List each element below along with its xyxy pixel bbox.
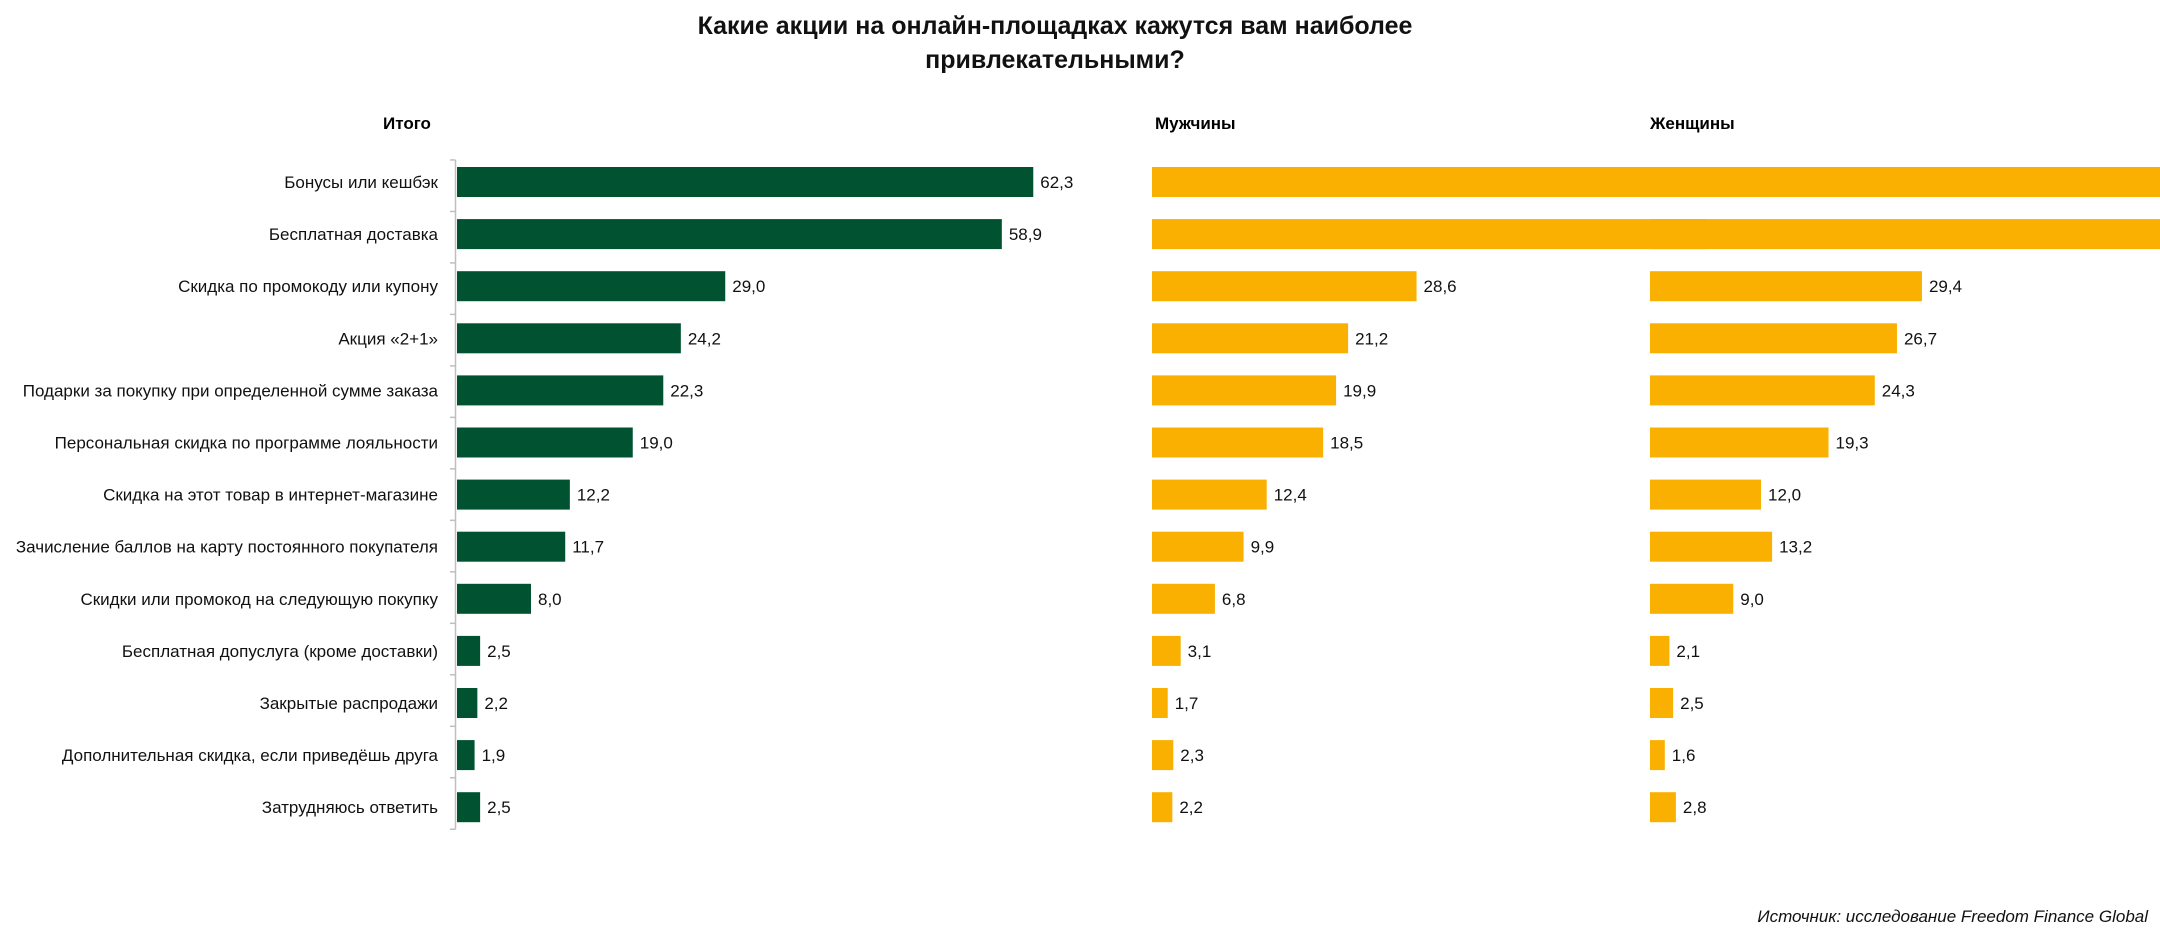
- category-label: Бесплатная допуслуга (кроме доставки): [122, 642, 438, 661]
- bar: [1152, 479, 1267, 510]
- data-label: 18,5: [1330, 434, 1363, 453]
- category-label: Акция «2+1»: [338, 329, 438, 348]
- bar: [1152, 167, 1750, 197]
- category-label: Скидка на этот товар в интернет-магазине: [103, 486, 438, 505]
- bar: [457, 375, 664, 406]
- category-label: Бонусы или кешбэк: [284, 173, 438, 192]
- data-label: 24,2: [688, 329, 721, 348]
- bar: [1152, 531, 1244, 562]
- bar: [1650, 427, 1829, 458]
- category-label: Персональная скидка по программе лояльно…: [55, 434, 438, 453]
- data-label: 26,7: [1904, 329, 1937, 348]
- bar: [1650, 479, 1761, 510]
- category-label: Бесплатная доставка: [269, 225, 439, 244]
- panel-title: Итого: [383, 114, 431, 133]
- data-label: 1,9: [482, 746, 506, 765]
- bar: [1650, 375, 1875, 406]
- bar: [457, 792, 481, 823]
- bar: [457, 219, 1002, 250]
- bar: [457, 479, 570, 510]
- data-label: 28,6: [1424, 277, 1457, 296]
- data-label: 29,0: [732, 277, 765, 296]
- data-label: 22,3: [670, 381, 703, 400]
- bar: [1152, 427, 1324, 458]
- series-panel-2: Мужчины64,659,928,621,219,918,512,49,96,…: [1152, 114, 1790, 823]
- data-label: 3,1: [1188, 642, 1212, 661]
- bar: [457, 635, 481, 666]
- bar: [1650, 740, 1665, 771]
- bar: [1152, 688, 1168, 718]
- category-label: Подарки за покупку при определенной сумм…: [23, 381, 439, 400]
- data-label: 12,4: [1274, 486, 1307, 505]
- bar: [1650, 167, 2160, 197]
- bar: [1152, 219, 1707, 250]
- data-label: 2,2: [484, 694, 508, 713]
- bar: [1152, 375, 1337, 406]
- category-label: Зачисление баллов на карту постоянного п…: [16, 538, 438, 557]
- bar: [457, 323, 681, 354]
- bar: [457, 583, 531, 614]
- bar: [1650, 271, 1922, 302]
- bar: [1152, 740, 1174, 771]
- data-label: 9,9: [1251, 538, 1275, 557]
- data-label: 2,3: [1180, 746, 1204, 765]
- data-label: 9,0: [1740, 590, 1764, 609]
- data-label: 29,4: [1929, 277, 1962, 296]
- data-label: 8,0: [538, 590, 562, 609]
- category-label: Затрудняюсь ответить: [262, 798, 438, 817]
- bar: [457, 531, 566, 562]
- bar: [1650, 583, 1734, 614]
- category-label: Скидка по промокоду или купону: [178, 277, 438, 296]
- data-label: 11,7: [572, 538, 604, 557]
- data-label: 1,7: [1175, 694, 1199, 713]
- data-label: 12,2: [577, 486, 610, 505]
- bar: [1152, 792, 1173, 823]
- data-label: 13,2: [1779, 538, 1812, 557]
- panel-title: Мужчины: [1155, 114, 1236, 133]
- bar: [457, 688, 478, 718]
- data-label: 62,3: [1040, 173, 1073, 192]
- data-label: 2,5: [487, 642, 511, 661]
- panel-title: Женщины: [1649, 114, 1735, 133]
- bar: [1650, 323, 1897, 354]
- series-panel-1: Итого 62,3 58,9 29,0 24,2 22,3 19,0 12,2 11,7 8,0…: [383, 114, 1073, 823]
- chart-panels: Бонусы или кешбэк Бесплатная доставка Скид…: [16, 114, 2160, 830]
- chart-title-line-1: Какие акции на онлайн-площадках кажутся …: [698, 12, 1413, 40]
- data-label: 19,9: [1343, 381, 1376, 400]
- data-label: 1,6: [1672, 746, 1696, 765]
- data-label: 19,0: [640, 434, 673, 453]
- data-label: 19,3: [1836, 434, 1869, 453]
- bar: [457, 167, 1034, 197]
- bar: [1650, 688, 1674, 718]
- bar: [1650, 635, 1670, 666]
- data-label: 24,3: [1882, 381, 1915, 400]
- data-label: 21,2: [1355, 329, 1388, 348]
- data-label: 6,8: [1222, 590, 1246, 609]
- bar: [1152, 323, 1349, 354]
- bar: [457, 427, 633, 458]
- bar: [1650, 531, 1773, 562]
- series-panel-3: Женщины60,558,129,426,724,319,312,013,29…: [1649, 114, 2160, 823]
- data-label: 2,1: [1676, 642, 1700, 661]
- bar: [1650, 792, 1676, 823]
- bar: [1152, 271, 1417, 302]
- data-label: 12,0: [1768, 486, 1801, 505]
- data-label: 58,9: [1009, 225, 1042, 244]
- bar: [457, 271, 726, 302]
- category-label: Закрытые распродажи: [260, 694, 438, 713]
- category-label: Скидки или промокод на следующую покупку: [80, 590, 438, 609]
- bar: [1152, 635, 1181, 666]
- data-label: 2,5: [487, 798, 511, 817]
- chart-title-line-2: привлекательными?: [925, 46, 1185, 74]
- source-note: Источник: исследование Freedom Finance G…: [1757, 907, 2149, 926]
- data-label: 2,8: [1683, 798, 1707, 817]
- bar: [1650, 219, 2160, 250]
- bar: [1152, 583, 1215, 614]
- category-label: Дополнительная скидка, если приведёшь др…: [62, 746, 439, 765]
- data-label: 2,5: [1680, 694, 1704, 713]
- data-label: 2,2: [1179, 798, 1203, 817]
- bar: [457, 740, 475, 771]
